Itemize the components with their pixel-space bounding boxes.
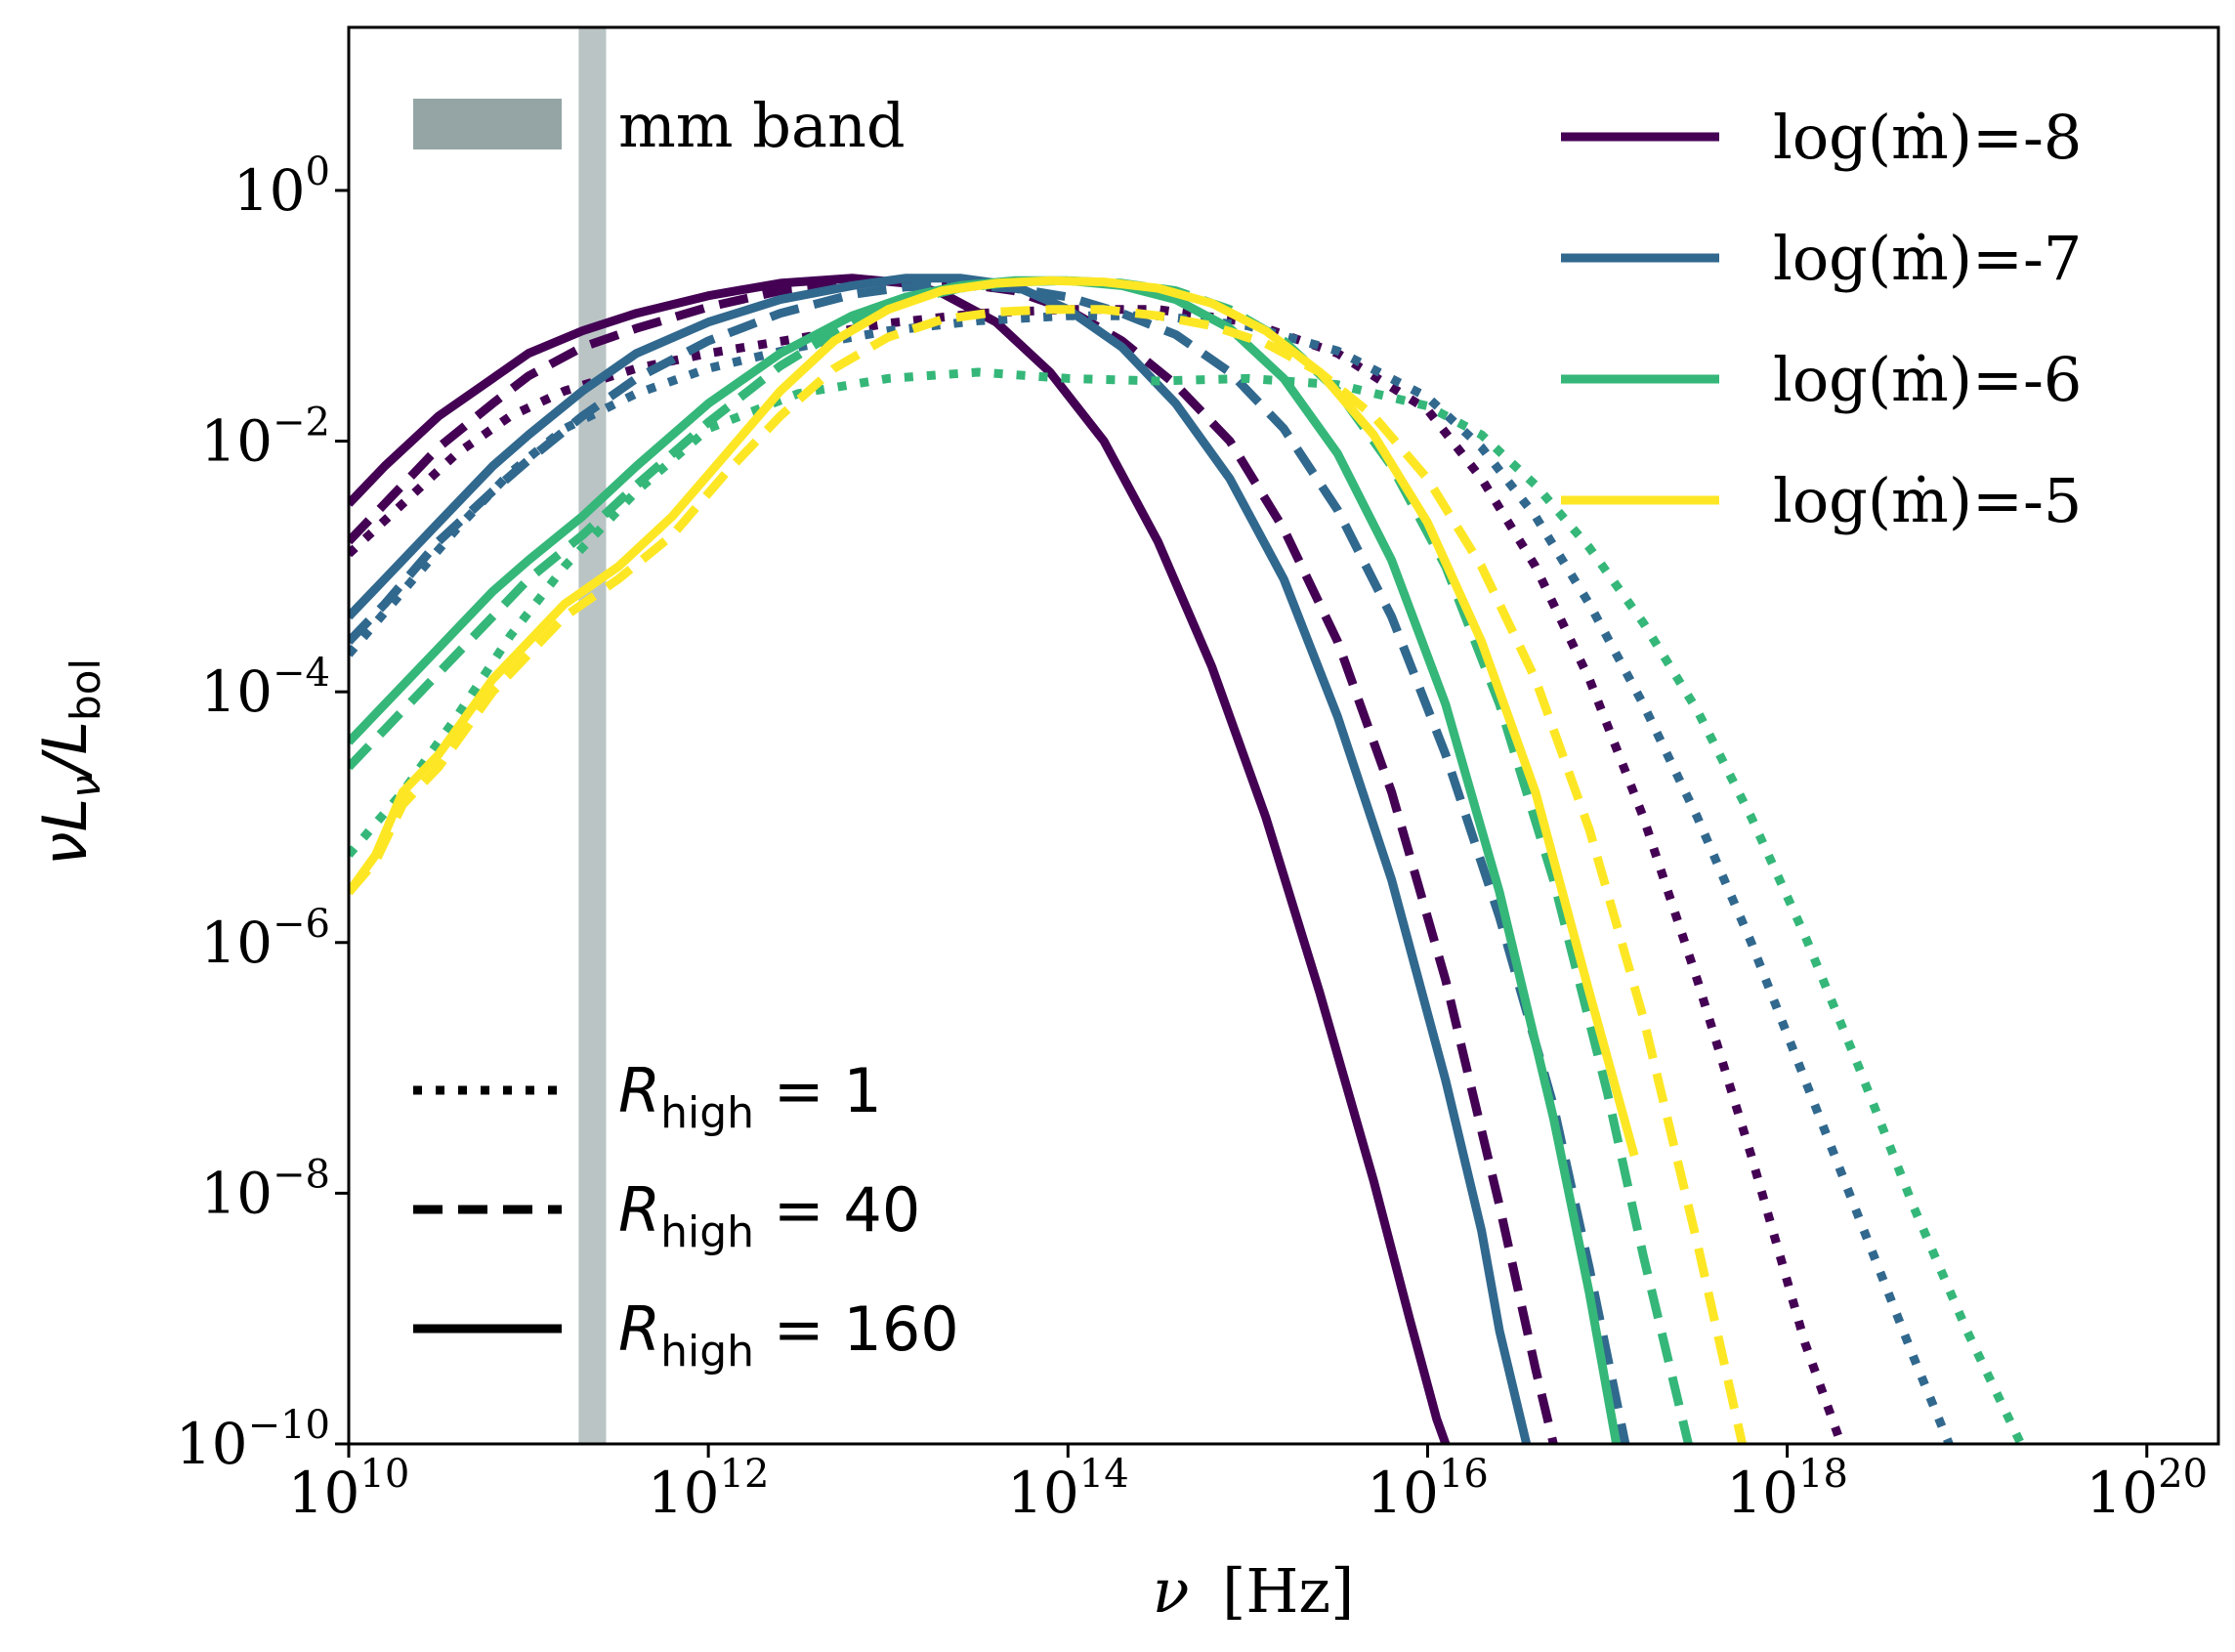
x-tick-label-2: 1014 [1007,1452,1129,1526]
y-tick-base-1: 10 [200,1160,273,1226]
x-tick-label-5: 1020 [2086,1452,2208,1526]
x-tick-exp-1: 12 [720,1452,770,1497]
legend-band-label: mm band [618,90,906,161]
legend-rhigh-sym-1: R [618,1174,660,1246]
legend-rhigh-val-2: = 160 [754,1293,959,1365]
series-line-9 [349,275,1639,1158]
plot-frame [347,25,2220,1446]
x-tick-base-5: 10 [2086,1460,2158,1526]
series-line-4 [349,280,1630,1444]
x-axis-label-unit: [Hz] [1222,1555,1354,1627]
legend-band: mm band [413,90,906,161]
legend-rhigh-sub-1: high [660,1207,754,1257]
x-tick-label-3: 1016 [1367,1452,1489,1526]
y-axis-label: νLν/Lbol [29,658,109,866]
x-tick-label-1: 1012 [648,1452,770,1526]
series-layer [349,274,2025,1444]
y-tick-exp-4: −2 [273,401,330,445]
y-tick-label-1: 10−8 [200,1152,330,1226]
legend-rhigh-label-1: Rhigh = 40 [618,1174,920,1257]
x-tick-base-3: 10 [1367,1460,1439,1526]
y-tick-label-5: 100 [233,149,330,224]
legend-mdot-label-2: log(ṁ)=-6 [1773,344,2082,415]
legend-mdot-label-3: log(ṁ)=-5 [1773,465,2082,536]
x-axis-label: ν [Hz] [1153,1555,1355,1627]
y-tick-exp-0: −10 [248,1403,330,1448]
mm-band-layer [578,27,607,1444]
legend-mdot-label-1: log(ṁ)=-7 [1773,223,2082,294]
y-tick-exp-5: 0 [306,149,330,194]
legend-rhigh-sym-0: R [618,1055,660,1126]
legend-band-swatch [413,99,562,149]
y-tick-exp-1: −8 [273,1152,330,1197]
x-tick-exp-2: 14 [1079,1452,1129,1497]
x-tick-exp-0: 10 [359,1452,409,1497]
legend-mdot-label-0: log(ṁ)=-8 [1773,102,2082,173]
y-tick-base-0: 10 [176,1411,248,1477]
x-tick-label-0: 1010 [288,1452,410,1526]
legend-mdot: log(ṁ)=-8 log(ṁ)=-7 log(ṁ)=-6 log(ṁ)=-5 [1561,102,2082,536]
y-tick-label-2: 10−6 [200,902,330,976]
legend-rhigh-val-0: = 1 [754,1055,882,1126]
x-axis-label-symbol: ν [1153,1555,1190,1627]
x-tick-base-4: 10 [1726,1460,1798,1526]
series-line-2 [349,305,1846,1444]
legend-rhigh-sym-2: R [618,1293,660,1365]
legend-rhigh-sub-0: high [660,1088,754,1138]
y-tick-base-4: 10 [200,408,273,475]
x-tick-exp-4: 18 [1798,1452,1848,1497]
legend-rhigh-label-2: Rhigh = 160 [618,1293,959,1377]
y-tick-exp-2: −6 [273,902,330,947]
plot-background [349,27,2218,1444]
x-tick-label-4: 1018 [1726,1452,1848,1526]
y-tick-base-3: 10 [200,658,273,725]
y-tick-label-3: 10−4 [200,651,330,725]
y-tick-label-0: 10−10 [176,1403,330,1477]
series-line-8 [349,367,2025,1444]
mm-band [578,27,607,1444]
y-tick-base-2: 10 [200,910,273,976]
legend-rhigh-sub-2: high [660,1327,754,1377]
series-line-10 [349,305,1747,1444]
x-tick-base-1: 10 [648,1460,720,1526]
legend-rhigh-label-0: Rhigh = 1 [618,1055,882,1138]
x-tick-exp-5: 20 [2158,1452,2208,1497]
x-tick-exp-3: 16 [1439,1452,1489,1497]
x-tick-base-0: 10 [288,1460,360,1526]
y-tick-base-5: 10 [233,157,306,224]
y-tick-exp-3: −4 [273,651,330,696]
x-tick-base-2: 10 [1007,1460,1079,1526]
y-tick-label-4: 10−2 [200,401,330,475]
legend-rhigh-val-1: = 40 [754,1174,920,1246]
x-axis: 1010 1012 1014 1016 1018 1020 [288,1444,2208,1526]
